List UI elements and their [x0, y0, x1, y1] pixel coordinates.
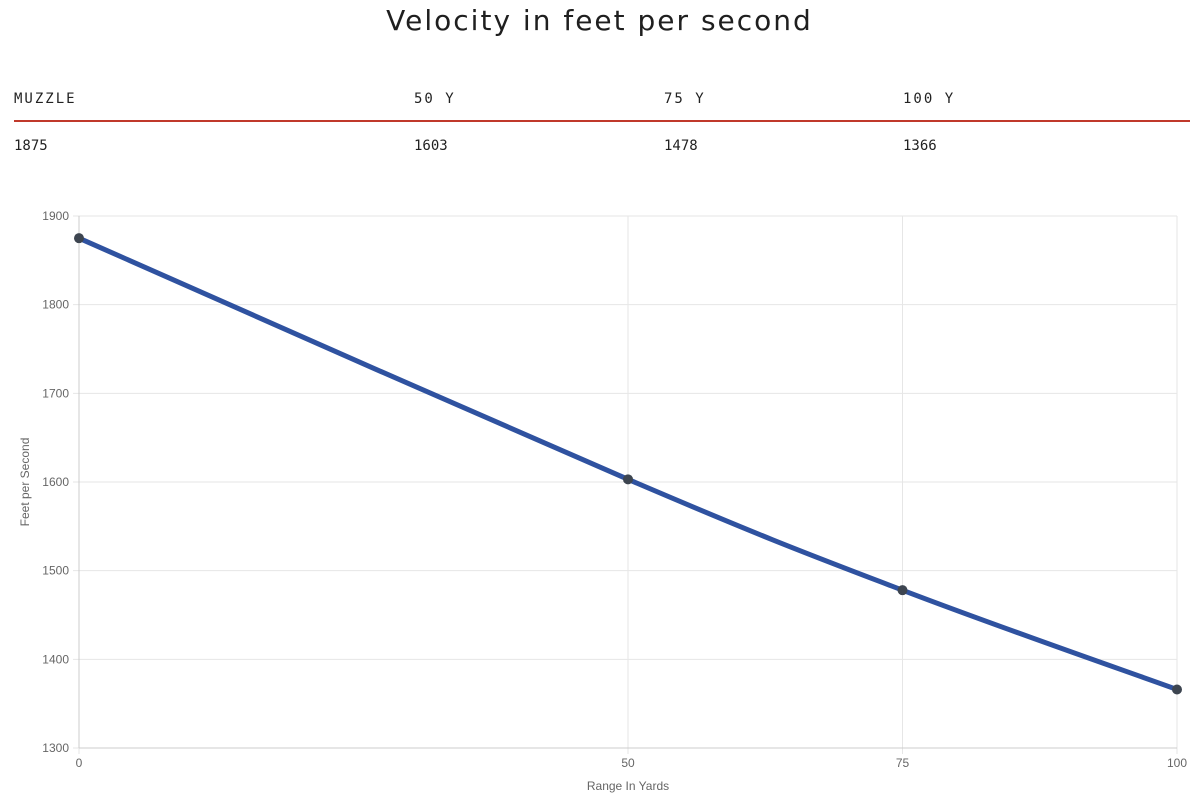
velocity-table: MUZZLE 50 Y 75 Y 100 Y 1875 1603 1478 13…	[14, 88, 1190, 162]
page-title: Velocity in feet per second	[386, 4, 813, 37]
y-tick-label: 1800	[42, 298, 69, 312]
x-tick-label: 0	[76, 756, 83, 770]
x-tick-label: 100	[1167, 756, 1187, 770]
header-50-yards: 50 Y	[414, 91, 456, 107]
y-tick-label: 1500	[42, 564, 69, 578]
header-100-yards: 100 Y	[903, 91, 956, 107]
y-tick-label: 1300	[42, 741, 69, 755]
chart-grid	[73, 215, 1178, 754]
x-tick-label: 50	[621, 756, 635, 770]
data-point	[897, 585, 908, 596]
x-axis-title: Range In Yards	[587, 779, 669, 793]
header-75-yards: 75 Y	[664, 91, 706, 107]
y-axis-title: Feet per Second	[18, 438, 32, 527]
data-point	[74, 233, 84, 244]
velocity-chart: 1300 1400 1500 1600 1700 1800 1900 0 50 75 100 Rang…	[18, 209, 1187, 793]
value-muzzle: 1875	[14, 138, 48, 154]
y-tick-label: 1400	[42, 652, 69, 666]
header-muzzle: MUZZLE	[14, 91, 77, 107]
y-tick-label: 1700	[42, 386, 69, 400]
x-tick-label: 75	[896, 756, 910, 770]
data-point	[623, 474, 633, 485]
value-75-yards: 1478	[664, 138, 698, 154]
chart-series	[74, 233, 1182, 695]
data-point	[1172, 684, 1182, 695]
table-value-row: 1875 1603 1478 1366	[14, 122, 1190, 162]
chart-axes	[78, 216, 1177, 749]
value-50-yards: 1603	[414, 138, 448, 154]
series-line	[76, 235, 1180, 692]
chart-labels: 1300 1400 1500 1600 1700 1800 1900 0 50 75 100 Rang…	[18, 209, 1187, 793]
value-100-yards: 1366	[903, 138, 937, 154]
y-tick-label: 1600	[42, 475, 69, 489]
table-header-row: MUZZLE 50 Y 75 Y 100 Y	[14, 88, 1190, 122]
y-tick-label: 1900	[42, 209, 69, 223]
